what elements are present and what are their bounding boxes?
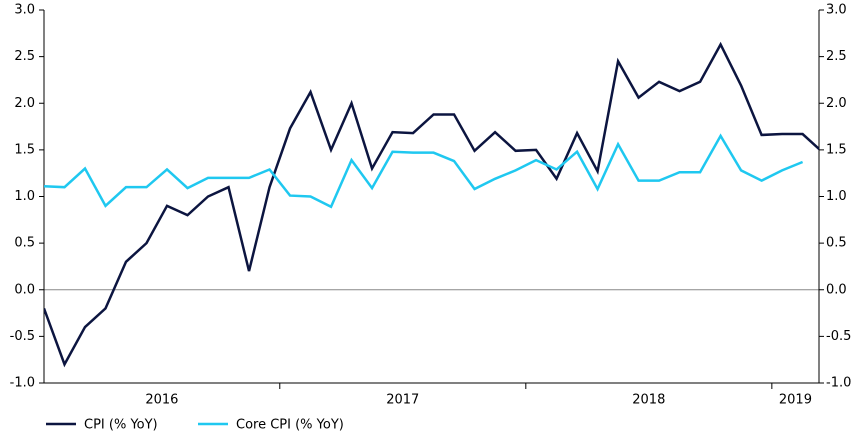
y2-tick-label: -0.5 bbox=[826, 329, 851, 344]
y-tick-label: -0.5 bbox=[10, 329, 35, 344]
y2-tick-label: 3.0 bbox=[826, 3, 847, 18]
y2-tick-label: 2.5 bbox=[826, 49, 847, 64]
y-tick-label: 0.5 bbox=[14, 236, 35, 251]
y-tick-label: 0.0 bbox=[14, 282, 35, 297]
plot-area bbox=[44, 41, 819, 368]
y-tick-label: 3.0 bbox=[14, 3, 35, 18]
legend-label: Core CPI (% YoY) bbox=[236, 418, 344, 433]
y-tick-label: 2.0 bbox=[14, 96, 35, 111]
x-tick-label: 2018 bbox=[632, 393, 665, 408]
x-tick-label: 2019 bbox=[779, 393, 812, 408]
line-series bbox=[44, 133, 804, 209]
y-tick-label: 1.0 bbox=[14, 189, 35, 204]
y-tick-label: 1.5 bbox=[14, 142, 35, 157]
y2-tick-label: 2.0 bbox=[826, 96, 847, 111]
y2-tick-label: 1.5 bbox=[826, 142, 847, 157]
x-tick-label: 2016 bbox=[145, 393, 178, 408]
y2-tick-label: -1.0 bbox=[826, 376, 851, 391]
y2-tick-label: 1.0 bbox=[826, 189, 847, 204]
y2-tick-label: 0.0 bbox=[826, 282, 847, 297]
legend-label: CPI (% YoY) bbox=[84, 418, 158, 433]
y-tick-label: -1.0 bbox=[10, 376, 35, 391]
x-tick-label: 2017 bbox=[386, 393, 419, 408]
line-series bbox=[44, 41, 819, 368]
y2-tick-label: 0.5 bbox=[826, 236, 847, 251]
y-tick-label: 2.5 bbox=[14, 49, 35, 64]
